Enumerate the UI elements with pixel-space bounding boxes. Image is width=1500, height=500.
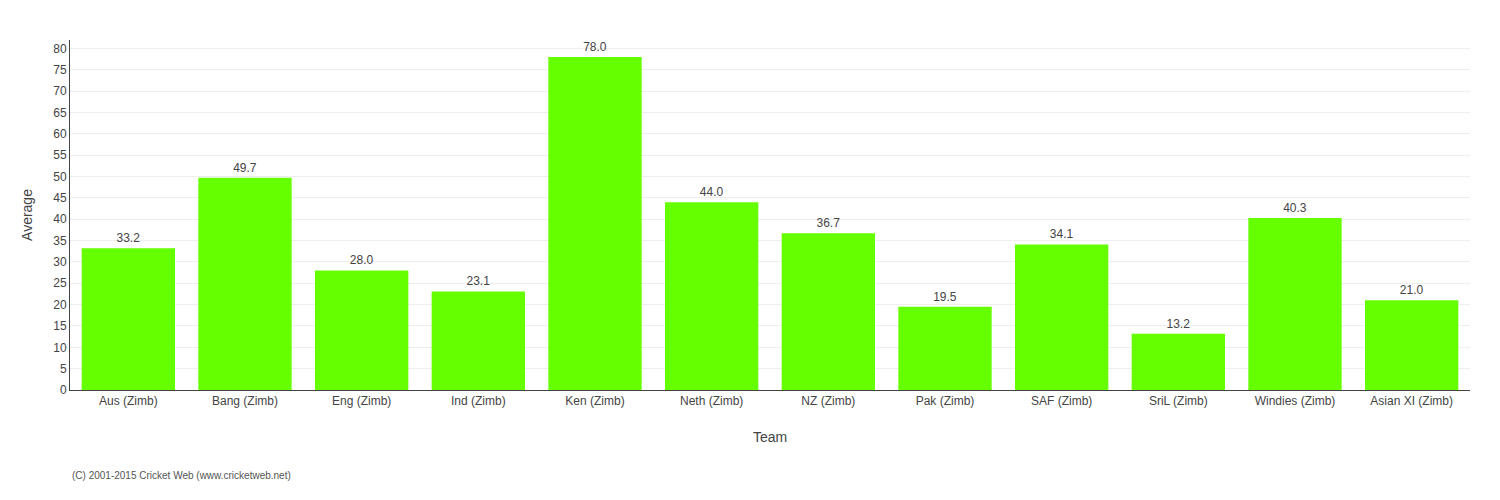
svg-text:45: 45: [53, 191, 67, 205]
svg-text:28.0: 28.0: [350, 253, 374, 267]
svg-text:78.0: 78.0: [583, 40, 607, 54]
svg-text:80: 80: [53, 42, 67, 56]
svg-text:SAF (Zimb): SAF (Zimb): [1031, 394, 1092, 408]
svg-text:20: 20: [53, 298, 67, 312]
svg-text:21.0: 21.0: [1400, 283, 1424, 297]
svg-text:Average: Average: [19, 189, 35, 241]
svg-text:19.5: 19.5: [933, 290, 957, 304]
svg-text:30: 30: [53, 255, 67, 269]
svg-text:Neth (Zimb): Neth (Zimb): [680, 394, 743, 408]
svg-text:10: 10: [53, 341, 67, 355]
svg-text:33.2: 33.2: [116, 231, 140, 245]
svg-text:Pak (Zimb): Pak (Zimb): [916, 394, 975, 408]
svg-text:NZ (Zimb): NZ (Zimb): [801, 394, 855, 408]
svg-text:50: 50: [53, 170, 67, 184]
svg-text:Aus (Zimb): Aus (Zimb): [99, 394, 158, 408]
svg-text:Eng (Zimb): Eng (Zimb): [332, 394, 391, 408]
svg-text:13.2: 13.2: [1166, 317, 1190, 331]
svg-text:35: 35: [53, 234, 67, 248]
svg-text:Asian XI (Zimb): Asian XI (Zimb): [1370, 394, 1453, 408]
svg-text:40.3: 40.3: [1283, 201, 1307, 215]
svg-text:49.7: 49.7: [233, 161, 257, 175]
svg-text:Ken (Zimb): Ken (Zimb): [565, 394, 624, 408]
svg-text:0: 0: [60, 383, 67, 397]
svg-text:75: 75: [53, 63, 67, 77]
svg-text:55: 55: [53, 148, 67, 162]
svg-text:65: 65: [53, 106, 67, 120]
svg-text:15: 15: [53, 319, 67, 333]
svg-text:44.0: 44.0: [700, 185, 724, 199]
svg-text:Team: Team: [753, 429, 787, 445]
svg-text:Ind (Zimb): Ind (Zimb): [451, 394, 506, 408]
svg-text:70: 70: [53, 84, 67, 98]
svg-text:Bang (Zimb): Bang (Zimb): [212, 394, 278, 408]
svg-text:Windies (Zimb): Windies (Zimb): [1255, 394, 1336, 408]
svg-text:23.1: 23.1: [466, 274, 490, 288]
svg-text:SriL (Zimb): SriL (Zimb): [1149, 394, 1208, 408]
svg-text:40: 40: [53, 212, 67, 226]
svg-text:60: 60: [53, 127, 67, 141]
svg-text:(C) 2001-2015 Cricket Web (www: (C) 2001-2015 Cricket Web (www.cricketwe…: [72, 470, 291, 481]
svg-text:36.7: 36.7: [816, 216, 840, 230]
svg-text:34.1: 34.1: [1050, 227, 1074, 241]
svg-text:5: 5: [60, 362, 67, 376]
svg-text:25: 25: [53, 276, 67, 290]
